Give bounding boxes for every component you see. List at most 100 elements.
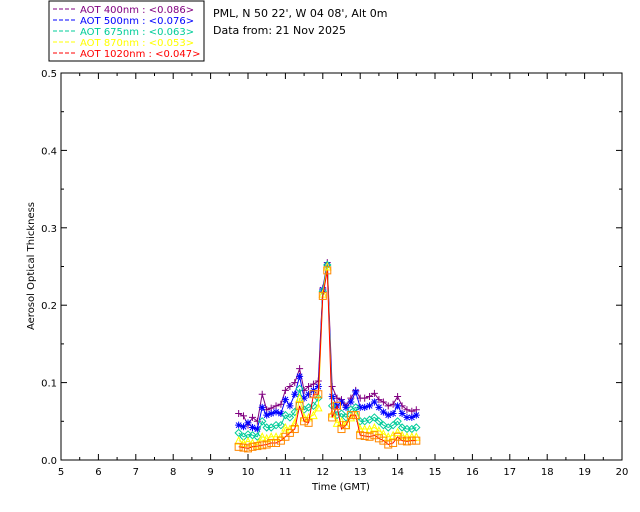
x-tick-label: 12	[316, 467, 329, 478]
data-point	[235, 410, 243, 418]
data-point	[333, 394, 341, 402]
data-point	[258, 441, 267, 450]
data-point	[393, 417, 402, 426]
legend-entry: AOT 870nm : <0.053>	[80, 38, 194, 49]
x-tick-label: 14	[391, 467, 404, 478]
data-point	[314, 402, 323, 412]
data-point	[342, 403, 350, 411]
data-point	[318, 291, 327, 300]
series-aot-675nm	[234, 260, 421, 441]
data-point	[300, 394, 308, 402]
data-point	[272, 438, 281, 447]
data-point	[356, 431, 365, 440]
data-point	[323, 266, 332, 275]
data-point	[347, 398, 355, 406]
data-point	[407, 436, 416, 445]
data-point	[296, 365, 304, 373]
x-tick-label: 9	[207, 467, 213, 478]
data-point	[235, 421, 243, 429]
data-point	[240, 423, 248, 431]
data-point	[361, 403, 369, 411]
data-point	[244, 444, 252, 453]
data-point	[272, 408, 280, 416]
data-point	[257, 432, 267, 441]
data-point	[365, 424, 374, 434]
data-point	[412, 411, 420, 419]
data-point	[240, 412, 248, 420]
data-point	[393, 427, 402, 437]
data-point	[309, 401, 318, 411]
data-point	[295, 384, 304, 393]
data-point	[397, 430, 407, 440]
x-tick-label: 11	[279, 467, 292, 478]
data-point	[305, 390, 313, 398]
data-point	[356, 403, 364, 411]
data-point	[248, 413, 256, 421]
data-point	[403, 413, 411, 421]
data-point	[389, 438, 398, 447]
data-point	[248, 442, 257, 451]
series-aot-1020nm	[234, 266, 421, 453]
legend-entry: AOT 675nm : <0.063>	[80, 27, 194, 38]
y-axis-label: Aerosol Optical Thickness	[26, 202, 37, 330]
data-point	[338, 398, 345, 406]
data-point	[366, 393, 374, 401]
data-point	[277, 400, 285, 408]
data-point	[360, 432, 369, 441]
y-tick-label: 0.4	[41, 146, 57, 157]
data-point	[370, 398, 378, 406]
y-tick-label: 0.5	[41, 69, 57, 80]
data-point	[281, 396, 289, 404]
data-point	[398, 410, 406, 418]
data-point	[281, 386, 289, 394]
data-point	[403, 406, 411, 414]
data-point	[370, 422, 379, 432]
x-tick-label: 20	[616, 467, 629, 478]
legend-entry: AOT 1020nm : <0.047>	[80, 49, 200, 60]
legend-entry: AOT 400nm : <0.086>	[80, 5, 194, 16]
data-point	[253, 417, 261, 425]
data-point	[361, 394, 369, 402]
data-point	[258, 390, 266, 398]
data-point	[341, 421, 350, 430]
y-tick-label: 0.0	[41, 456, 57, 467]
data-point	[291, 390, 299, 398]
data-point	[365, 432, 374, 441]
series-layer	[234, 259, 421, 453]
data-point	[351, 411, 360, 420]
data-point	[291, 379, 299, 387]
data-point	[412, 436, 421, 445]
x-tick-label: 5	[58, 467, 64, 478]
data-point	[286, 382, 294, 390]
data-point	[285, 413, 295, 422]
y-tick-label: 0.1	[41, 379, 57, 390]
data-point	[388, 420, 398, 430]
x-tick-label: 16	[466, 467, 479, 478]
site-info-line: PML, N 50 22', W 04 08', Alt 0m	[213, 7, 387, 20]
data-point	[262, 440, 271, 449]
data-point	[379, 420, 388, 430]
data-point	[253, 442, 262, 451]
data-point	[384, 402, 392, 410]
y-tick-label: 0.3	[41, 224, 57, 235]
data-point	[295, 401, 304, 410]
data-point	[281, 410, 290, 420]
axes: 5 6 7 8 9 10 11 12 13 14 15 16 17 18 19 20 0.0 0.1 0.2 0.3 0…	[41, 69, 628, 478]
data-point	[366, 402, 374, 410]
data-point	[267, 438, 276, 447]
data-point	[408, 413, 416, 421]
data-point	[263, 411, 271, 419]
data-point	[309, 410, 318, 420]
data-point	[272, 402, 280, 410]
data-point	[370, 413, 379, 422]
data-point	[370, 389, 378, 397]
legend-entry: AOT 500nm : <0.076>	[80, 16, 194, 27]
data-point	[379, 408, 387, 416]
data-point	[394, 393, 402, 401]
data-point	[239, 443, 248, 452]
data-point	[276, 420, 286, 430]
data-point	[281, 422, 290, 432]
data-point	[412, 423, 421, 432]
data-point	[234, 436, 243, 445]
